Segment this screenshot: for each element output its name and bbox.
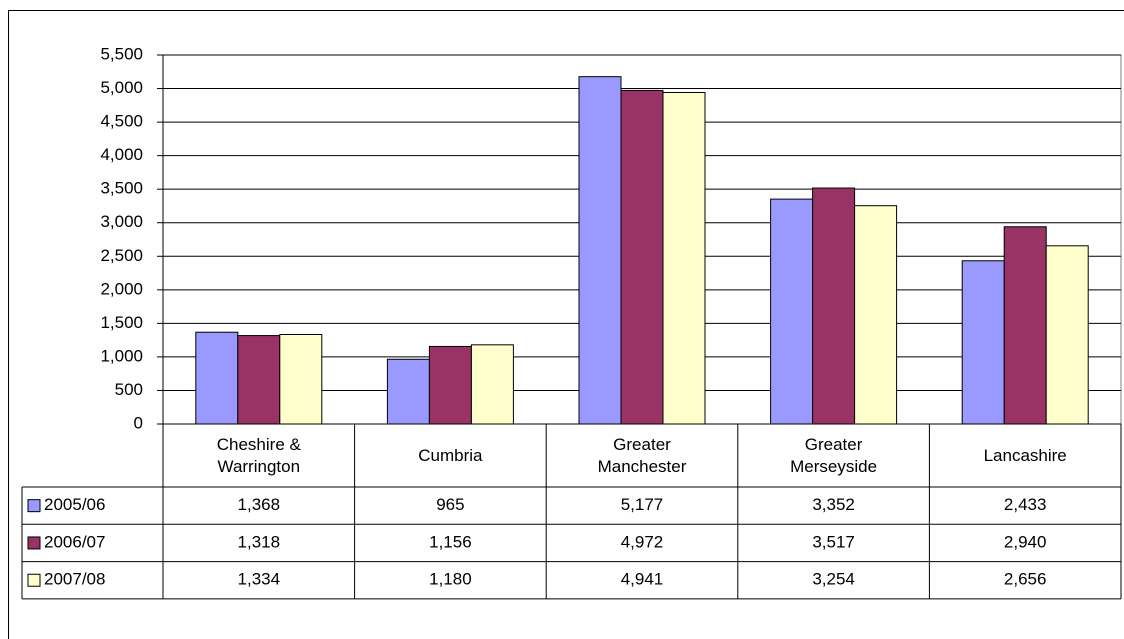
legend-label: 2005/06 — [44, 495, 105, 514]
bar — [620, 89, 664, 425]
table-value: 3,352 — [812, 495, 855, 514]
bar — [470, 344, 514, 425]
table-value: 2,433 — [1004, 495, 1047, 514]
y-tick-label: 5,500 — [100, 44, 143, 63]
chart-border — [8, 10, 1124, 639]
table-value: 1,318 — [238, 532, 281, 551]
legend-swatch — [27, 573, 41, 587]
bar — [578, 76, 622, 425]
bar — [961, 260, 1005, 425]
table-value: 2,940 — [1004, 532, 1047, 551]
table-value: 1,368 — [238, 495, 281, 514]
legend-swatch — [27, 536, 41, 550]
table-value: 2,656 — [1004, 570, 1047, 589]
table-value: 965 — [436, 495, 464, 514]
y-tick-label: 2,000 — [100, 279, 143, 298]
bar — [1003, 226, 1047, 425]
bar — [279, 334, 323, 425]
x-tick-label: Lancashire — [983, 445, 1067, 465]
x-tick-label: Cumbria — [418, 445, 483, 465]
y-tick-label: 1,500 — [100, 313, 143, 332]
table-value: 5,177 — [621, 495, 664, 514]
y-tick-label: 2,500 — [100, 246, 143, 265]
y-tick-label: 3,000 — [100, 212, 143, 231]
table-value: 4,972 — [621, 532, 664, 551]
y-tick-label: 0 — [134, 413, 143, 432]
bar — [428, 345, 472, 425]
legend-label: 2006/07 — [44, 532, 105, 551]
bar — [812, 187, 856, 425]
table-value: 3,254 — [812, 570, 855, 589]
bar — [662, 92, 706, 425]
y-tick-label: 5,000 — [100, 78, 143, 97]
legend-swatch — [27, 499, 41, 513]
bar — [770, 198, 814, 425]
table-value: 3,517 — [812, 532, 855, 551]
bar — [1045, 245, 1089, 425]
table-value: 1,334 — [238, 570, 281, 589]
x-tick-label: Cheshire & Warrington — [216, 434, 301, 476]
table-value: 1,180 — [429, 570, 472, 589]
y-tick-label: 500 — [115, 380, 143, 399]
table-value: 1,156 — [429, 532, 472, 551]
bar — [854, 205, 898, 425]
legend-label: 2007/08 — [44, 570, 105, 589]
x-tick-label: Greater Merseyside — [790, 434, 878, 476]
bar — [386, 358, 430, 425]
table-value: 4,941 — [621, 570, 664, 589]
y-tick-label: 4,000 — [100, 145, 143, 164]
y-tick-label: 3,500 — [100, 179, 143, 198]
bar — [237, 335, 281, 425]
x-tick-label: Greater Manchester — [597, 434, 687, 476]
y-tick-label: 1,000 — [100, 346, 143, 365]
bar — [195, 331, 239, 425]
y-tick-label: 4,500 — [100, 112, 143, 131]
